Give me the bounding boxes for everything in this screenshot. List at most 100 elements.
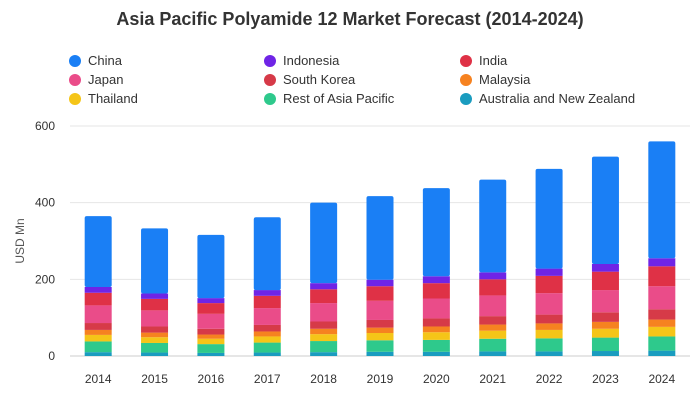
bar-stack-2024[interactable] <box>648 141 676 356</box>
bar-stack-2014[interactable] <box>84 216 112 356</box>
bar-stack-2020[interactable] <box>422 188 450 356</box>
bar-stack-2015[interactable] <box>141 228 169 356</box>
bar-segment-south-korea-2019[interactable] <box>366 319 394 328</box>
bar-segment-australia-and-new-zealand-2023[interactable] <box>591 351 619 356</box>
bar-stack-2022[interactable] <box>535 168 563 356</box>
bar-segment-south-korea-2022[interactable] <box>535 314 563 324</box>
bar-segment-south-korea-2021[interactable] <box>479 316 507 325</box>
bar-segment-malaysia-2014[interactable] <box>84 329 112 335</box>
bar-segment-japan-2024[interactable] <box>648 286 676 310</box>
bar-stack-2017[interactable] <box>253 217 281 356</box>
bar-segment-rest-of-asia-pacific-2016[interactable] <box>197 344 225 353</box>
bar-segment-indonesia-2023[interactable] <box>591 264 619 272</box>
bar-segment-malaysia-2016[interactable] <box>197 334 225 339</box>
bar-segment-australia-and-new-zealand-2018[interactable] <box>310 352 338 356</box>
bar-segment-indonesia-2017[interactable] <box>253 290 281 296</box>
bar-segment-indonesia-2020[interactable] <box>422 276 450 284</box>
bar-segment-india-2014[interactable] <box>84 292 112 306</box>
legend-item-australia-and-new-zealand[interactable]: Australia and New Zealand <box>460 91 635 106</box>
bar-segment-rest-of-asia-pacific-2023[interactable] <box>591 337 619 352</box>
bar-segment-japan-2022[interactable] <box>535 293 563 315</box>
bar-segment-south-korea-2014[interactable] <box>84 323 112 330</box>
bar-segment-rest-of-asia-pacific-2024[interactable] <box>648 336 676 351</box>
bar-segment-india-2024[interactable] <box>648 266 676 287</box>
bar-segment-rest-of-asia-pacific-2021[interactable] <box>479 338 507 352</box>
legend-item-indonesia[interactable]: Indonesia <box>264 53 340 68</box>
legend-item-south-korea[interactable]: South Korea <box>264 72 356 87</box>
bar-segment-australia-and-new-zealand-2014[interactable] <box>84 352 112 356</box>
bar-segment-malaysia-2015[interactable] <box>141 332 169 338</box>
bar-segment-rest-of-asia-pacific-2022[interactable] <box>535 338 563 352</box>
bar-segment-australia-and-new-zealand-2019[interactable] <box>366 351 394 356</box>
bar-stack-2023[interactable] <box>591 156 619 356</box>
bar-segment-rest-of-asia-pacific-2014[interactable] <box>84 341 112 353</box>
bar-segment-china-2014[interactable] <box>84 216 112 287</box>
bar-segment-indonesia-2018[interactable] <box>310 283 338 290</box>
bar-segment-indonesia-2019[interactable] <box>366 279 394 287</box>
bar-segment-thailand-2022[interactable] <box>535 329 563 339</box>
bar-segment-india-2022[interactable] <box>535 275 563 294</box>
bar-segment-india-2017[interactable] <box>253 295 281 309</box>
bar-segment-rest-of-asia-pacific-2020[interactable] <box>422 339 450 352</box>
bar-segment-south-korea-2018[interactable] <box>310 321 338 329</box>
bar-segment-malaysia-2019[interactable] <box>366 327 394 333</box>
bar-segment-thailand-2014[interactable] <box>84 334 112 342</box>
bar-segment-china-2022[interactable] <box>535 168 563 269</box>
bar-segment-china-2021[interactable] <box>479 179 507 273</box>
bar-segment-malaysia-2021[interactable] <box>479 324 507 331</box>
bar-stack-2021[interactable] <box>479 179 507 356</box>
bar-segment-japan-2017[interactable] <box>253 308 281 325</box>
bar-segment-australia-and-new-zealand-2024[interactable] <box>648 350 676 356</box>
bar-stack-2016[interactable] <box>197 234 225 356</box>
bar-segment-south-korea-2016[interactable] <box>197 328 225 335</box>
bar-segment-rest-of-asia-pacific-2017[interactable] <box>253 342 281 353</box>
bar-segment-rest-of-asia-pacific-2019[interactable] <box>366 340 394 352</box>
bar-segment-thailand-2024[interactable] <box>648 326 676 337</box>
bar-segment-south-korea-2020[interactable] <box>422 318 450 327</box>
bar-segment-japan-2020[interactable] <box>422 298 450 319</box>
bar-segment-malaysia-2022[interactable] <box>535 323 563 330</box>
bar-stack-2019[interactable] <box>366 196 394 356</box>
legend-item-japan[interactable]: Japan <box>69 72 123 87</box>
bar-stack-2018[interactable] <box>310 202 338 356</box>
bar-segment-india-2020[interactable] <box>422 283 450 299</box>
bar-segment-australia-and-new-zealand-2021[interactable] <box>479 351 507 356</box>
bar-segment-malaysia-2018[interactable] <box>310 328 338 335</box>
bar-segment-thailand-2016[interactable] <box>197 338 225 345</box>
bar-segment-australia-and-new-zealand-2017[interactable] <box>253 352 281 356</box>
legend-item-thailand[interactable]: Thailand <box>69 91 138 106</box>
bar-segment-china-2015[interactable] <box>141 228 169 294</box>
bar-segment-china-2018[interactable] <box>310 202 338 284</box>
bar-segment-thailand-2019[interactable] <box>366 333 394 341</box>
bar-segment-japan-2018[interactable] <box>310 303 338 322</box>
bar-segment-malaysia-2024[interactable] <box>648 319 676 327</box>
bar-segment-china-2020[interactable] <box>422 188 450 277</box>
bar-segment-india-2019[interactable] <box>366 286 394 301</box>
bar-segment-japan-2023[interactable] <box>591 290 619 313</box>
bar-segment-indonesia-2022[interactable] <box>535 268 563 276</box>
bar-segment-china-2019[interactable] <box>366 196 394 280</box>
bar-segment-indonesia-2015[interactable] <box>141 293 169 299</box>
bar-segment-india-2016[interactable] <box>197 303 225 314</box>
bar-segment-thailand-2021[interactable] <box>479 330 507 339</box>
bar-segment-australia-and-new-zealand-2015[interactable] <box>141 352 169 356</box>
bar-segment-japan-2019[interactable] <box>366 300 394 320</box>
bar-segment-china-2016[interactable] <box>197 234 225 299</box>
bar-segment-india-2015[interactable] <box>141 298 169 311</box>
bar-segment-india-2021[interactable] <box>479 279 507 296</box>
bar-segment-china-2024[interactable] <box>648 141 676 259</box>
legend-item-china[interactable]: China <box>69 53 123 68</box>
bar-segment-japan-2021[interactable] <box>479 295 507 317</box>
bar-segment-china-2023[interactable] <box>591 156 619 264</box>
legend-item-india[interactable]: India <box>460 53 508 68</box>
bar-segment-india-2023[interactable] <box>591 271 619 291</box>
bar-segment-australia-and-new-zealand-2022[interactable] <box>535 351 563 356</box>
bar-segment-japan-2016[interactable] <box>197 313 225 329</box>
bar-segment-china-2017[interactable] <box>253 217 281 291</box>
bar-segment-rest-of-asia-pacific-2018[interactable] <box>310 341 338 353</box>
bar-segment-malaysia-2023[interactable] <box>591 321 619 329</box>
bar-segment-rest-of-asia-pacific-2015[interactable] <box>141 342 169 353</box>
bar-segment-thailand-2017[interactable] <box>253 336 281 343</box>
bar-segment-indonesia-2021[interactable] <box>479 272 507 280</box>
bar-segment-australia-and-new-zealand-2020[interactable] <box>422 351 450 356</box>
